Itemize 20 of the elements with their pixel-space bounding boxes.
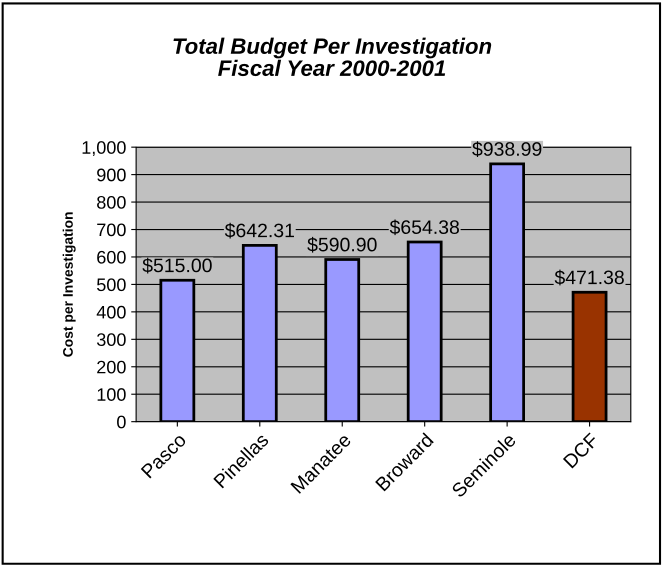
chart-subtitle: Fiscal Year 2000-2001 [218,60,446,76]
chart-title: Total Budget Per Investigation [173,38,492,58]
data-label: $654.38 [390,219,459,236]
y-tick-label: 900 [97,168,126,182]
y-tick-label: 0 [117,416,126,428]
data-label: $938.99 [472,141,542,158]
data-label: $515.00 [142,258,212,274]
y-tick-label: 1,000 [82,141,126,156]
data-label: $471.38 [554,270,624,286]
y-tick-label: 800 [97,196,126,209]
data-label: $642.31 [224,222,294,238]
y-tick-label: 500 [97,278,126,292]
y-tick-label: 700 [97,223,126,236]
y-tick-label: 600 [97,250,126,264]
y-tick-label: 200 [97,360,126,374]
y-tick-label: 100 [98,388,126,401]
y-tick-label: 400 [96,306,126,319]
y-tick-label: 300 [96,333,126,346]
data-label: $590.90 [307,236,377,253]
y-axis-title: Cost per Investigation [62,212,76,357]
